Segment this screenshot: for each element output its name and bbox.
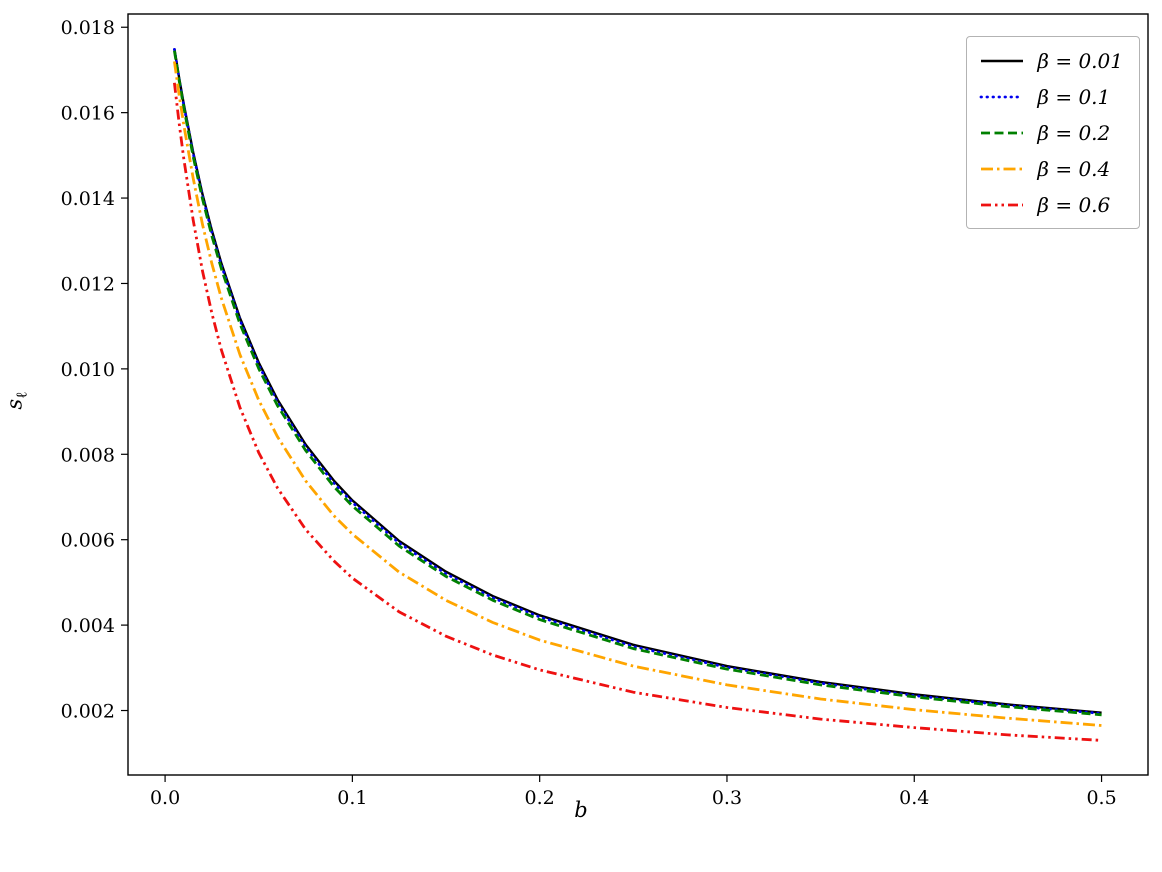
- y-axis-label-sub: ℓ: [12, 391, 31, 399]
- series-line-beta-0.6: [173, 82, 1102, 742]
- x-tick-label: 0.5: [1086, 787, 1116, 809]
- legend-line-sample: [980, 95, 1025, 98]
- legend-entry: β = 0.01: [979, 47, 1123, 74]
- y-axis-label: sℓ: [2, 392, 31, 410]
- y-tick-label: 0.016: [61, 103, 115, 125]
- legend-label: β = 0.01: [1037, 48, 1123, 73]
- legend-entry: β = 0.4: [979, 155, 1123, 182]
- y-tick-label: 0.018: [61, 17, 115, 39]
- series-line-beta-0.1: [172, 48, 1103, 715]
- x-tick-label: 0.0: [150, 787, 180, 809]
- series-line-beta-0.01: [173, 48, 1102, 714]
- legend-line-sample: [981, 59, 1024, 62]
- y-axis-label-main: s: [2, 398, 27, 410]
- x-tick-label: 0.3: [712, 787, 742, 809]
- axes-frame: [127, 13, 1149, 776]
- legend-line-sample: [981, 203, 1024, 206]
- series-line-beta-0.4: [173, 61, 1102, 727]
- y-tick-label: 0.014: [61, 188, 115, 210]
- legend-line-sample: [981, 131, 1024, 134]
- x-axis-label: b: [574, 798, 588, 822]
- legend-entry: β = 0.6: [979, 191, 1123, 218]
- y-tick-label: 0.006: [61, 530, 115, 552]
- y-tick-label: 0.012: [61, 273, 115, 295]
- x-tick-label: 0.4: [899, 787, 929, 809]
- legend-label: β = 0.2: [1037, 120, 1111, 145]
- y-tick-label: 0.004: [61, 615, 115, 637]
- legend-entry: β = 0.2: [979, 119, 1123, 146]
- x-tick-label: 0.2: [525, 787, 555, 809]
- y-tick-label: 0.008: [61, 444, 115, 466]
- y-tick-label: 0.002: [61, 701, 115, 723]
- legend: β = 0.01 β = 0.1 β = 0.2 β = 0.4 β = 0.6: [966, 36, 1140, 229]
- legend-line-sample: [981, 167, 1024, 170]
- legend-entry: β = 0.1: [979, 83, 1123, 110]
- legend-label: β = 0.4: [1037, 156, 1111, 181]
- legend-label: β = 0.1: [1037, 84, 1111, 109]
- legend-label: β = 0.6: [1037, 192, 1111, 217]
- y-tick-label: 0.010: [61, 359, 115, 381]
- series-line-beta-0.2: [173, 50, 1102, 717]
- x-tick-label: 0.1: [337, 787, 367, 809]
